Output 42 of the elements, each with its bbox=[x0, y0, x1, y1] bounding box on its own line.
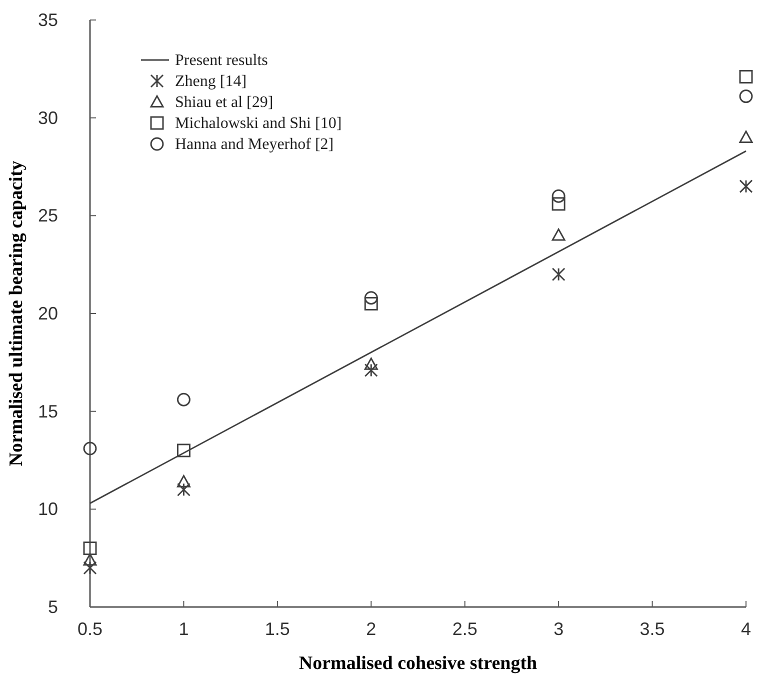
point bbox=[364, 291, 378, 305]
point bbox=[176, 482, 190, 496]
point bbox=[83, 553, 97, 566]
y-tick-label: 30 bbox=[38, 108, 58, 128]
x-axis-title: Normalised cohesive strength bbox=[298, 653, 538, 674]
x-tick-label: 0.5 bbox=[77, 619, 103, 639]
y-tick-label: 20 bbox=[38, 304, 58, 324]
x-tick-label: 3 bbox=[554, 619, 564, 639]
point bbox=[364, 296, 378, 310]
point bbox=[83, 542, 97, 556]
point bbox=[364, 358, 378, 370]
x-tick-label: 2.5 bbox=[452, 619, 478, 639]
legend-label: Present results bbox=[175, 52, 268, 69]
x-tick-label: 3.5 bbox=[640, 619, 665, 639]
point bbox=[83, 442, 97, 456]
y-axis-title: Normalised ultimate bearing capacity bbox=[6, 160, 27, 466]
y-tick-label: 10 bbox=[38, 499, 58, 520]
point bbox=[364, 363, 378, 377]
point bbox=[552, 197, 566, 211]
x-tick-label: 1.5 bbox=[264, 619, 290, 639]
legend-label: Michalowski and Shi [10] bbox=[175, 115, 342, 132]
y-tick-label: 15 bbox=[38, 401, 58, 422]
point bbox=[552, 189, 566, 203]
x-tick-label: 2 bbox=[366, 619, 376, 639]
point bbox=[739, 180, 753, 194]
point bbox=[552, 268, 566, 282]
point bbox=[552, 228, 566, 241]
point bbox=[739, 70, 753, 84]
point bbox=[739, 90, 753, 104]
legend-label: Shiau et al [29] bbox=[175, 94, 274, 111]
point bbox=[739, 130, 753, 143]
y-tick-label: 25 bbox=[38, 206, 58, 226]
point bbox=[176, 444, 190, 458]
x-tick-label: 1 bbox=[178, 619, 189, 639]
y-tick-label: 5 bbox=[48, 597, 58, 617]
point bbox=[176, 392, 190, 406]
legend-label: Hanna and Meyerhof [2] bbox=[175, 136, 334, 153]
y-tick-label: 35 bbox=[38, 10, 58, 30]
point bbox=[176, 475, 190, 488]
legend-label: Zheng [14] bbox=[175, 73, 247, 90]
point bbox=[83, 561, 97, 575]
x-tick-label: 4 bbox=[740, 619, 752, 639]
